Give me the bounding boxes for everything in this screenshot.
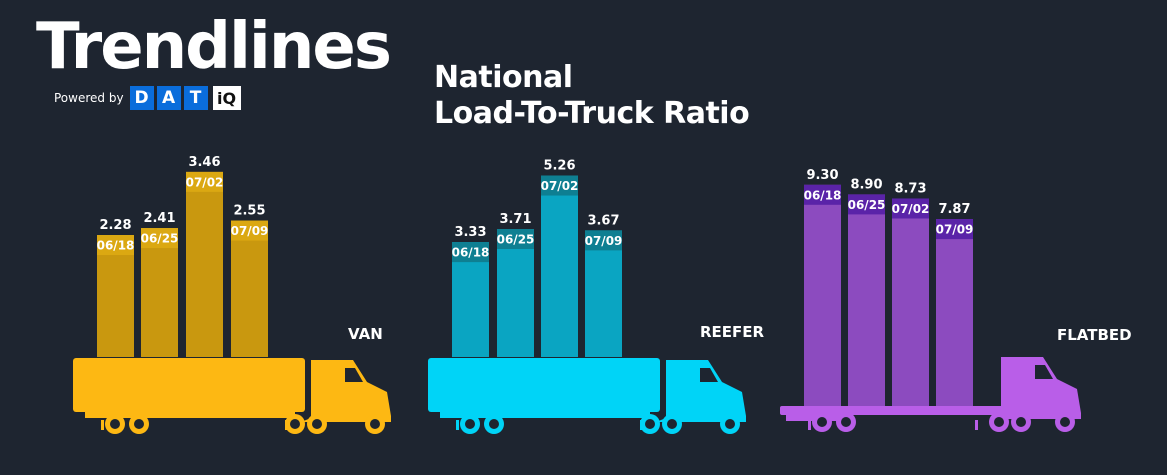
wheel-hub bbox=[370, 419, 380, 429]
bar-date-label: 07/02 bbox=[186, 175, 224, 189]
bar-date-cap bbox=[541, 175, 578, 196]
bar-date-cap bbox=[97, 235, 134, 256]
wheel-hub bbox=[994, 417, 1004, 427]
wheel-hub bbox=[645, 419, 655, 429]
bar bbox=[892, 198, 929, 408]
bar-date-cap bbox=[452, 242, 489, 263]
logo-letter-d: D bbox=[129, 86, 154, 110]
mud-flap bbox=[285, 420, 288, 430]
bar-date-label: 07/02 bbox=[541, 179, 579, 193]
trailer-underframe bbox=[440, 412, 650, 418]
trailer-box bbox=[428, 358, 660, 412]
mud-flap bbox=[456, 420, 459, 430]
bar-value-label: 2.28 bbox=[99, 218, 131, 233]
wheel-hub bbox=[667, 419, 677, 429]
chart-title-line-2: Load-To-Truck Ratio bbox=[434, 96, 750, 131]
bar-date-cap bbox=[585, 230, 622, 251]
wheel-hub bbox=[110, 419, 120, 429]
bar bbox=[585, 230, 622, 357]
bar bbox=[497, 229, 534, 357]
wheel-hub bbox=[817, 417, 827, 427]
cab-window bbox=[1035, 365, 1053, 379]
bar bbox=[936, 219, 973, 408]
truck-cab bbox=[656, 360, 746, 422]
wheel-hub bbox=[312, 419, 322, 429]
bar-value-label: 8.90 bbox=[850, 177, 882, 192]
bar-value-label: 2.41 bbox=[143, 211, 175, 226]
logo-letter-t: T bbox=[183, 86, 208, 110]
bar-date-label: 07/02 bbox=[892, 202, 930, 216]
bar-date-cap bbox=[892, 198, 929, 219]
wheel-hub bbox=[1016, 417, 1026, 427]
bar bbox=[804, 184, 841, 408]
flatbed-label: FLATBED bbox=[1057, 326, 1132, 344]
wheel-hub bbox=[290, 419, 300, 429]
brand-title: Trendlines bbox=[36, 10, 392, 84]
bar-date-cap bbox=[804, 184, 841, 205]
mud-flap bbox=[101, 420, 104, 430]
truck-cab bbox=[301, 360, 391, 422]
bar-date-cap bbox=[497, 229, 534, 250]
bar-date-cap bbox=[848, 194, 885, 215]
truck-cab bbox=[991, 357, 1081, 419]
bar-value-label: 7.87 bbox=[938, 202, 970, 217]
bar-value-label: 3.71 bbox=[499, 212, 531, 227]
bar-date-label: 06/18 bbox=[804, 188, 842, 202]
bar-value-label: 3.33 bbox=[454, 225, 486, 240]
bar-date-label: 07/09 bbox=[585, 234, 623, 248]
trailer-deck bbox=[780, 406, 1020, 415]
van-chart: 06/18 2.28 06/25 2.41 07/02 3.46 07/09 2.55 VAN bbox=[73, 155, 391, 434]
powered-by: Powered by D A T iQ bbox=[54, 86, 241, 110]
wheel-hub bbox=[725, 419, 735, 429]
reefer-label: REEFER bbox=[700, 323, 765, 341]
bar-date-cap bbox=[231, 220, 268, 241]
cab-window bbox=[700, 368, 718, 382]
bar bbox=[848, 194, 885, 408]
bar bbox=[186, 171, 223, 357]
powered-by-label: Powered by bbox=[54, 91, 124, 105]
bar bbox=[97, 235, 134, 357]
bar bbox=[541, 175, 578, 357]
mud-flap bbox=[640, 420, 643, 430]
flatbed-chart: 06/18 9.30 06/25 8.90 07/02 8.73 07/09 7.87 FLAT… bbox=[780, 168, 1132, 432]
bar bbox=[141, 228, 178, 357]
bar-date-label: 06/18 bbox=[452, 246, 490, 260]
bar-date-label: 06/25 bbox=[848, 198, 886, 212]
wheel-hub bbox=[489, 419, 499, 429]
bar-value-label: 2.55 bbox=[233, 204, 265, 219]
wheel-hub bbox=[465, 419, 475, 429]
chart-title-line-1: National bbox=[434, 60, 573, 95]
van-label: VAN bbox=[348, 325, 383, 343]
wheel-hub bbox=[134, 419, 144, 429]
bar-date-cap bbox=[186, 171, 223, 192]
trailer-box bbox=[73, 358, 305, 412]
bar-date-label: 06/25 bbox=[497, 233, 535, 247]
bar-date-cap bbox=[936, 219, 973, 240]
bar-value-label: 3.67 bbox=[587, 213, 619, 228]
logo-letter-a: A bbox=[156, 86, 181, 110]
bar-value-label: 5.26 bbox=[543, 159, 575, 174]
bar-date-label: 06/18 bbox=[97, 239, 135, 253]
bar-date-label: 06/25 bbox=[141, 232, 179, 246]
bar-date-cap bbox=[141, 228, 178, 249]
bar bbox=[231, 220, 268, 357]
chart-title: National Load-To-Truck Ratio bbox=[434, 60, 750, 132]
bar-value-label: 8.73 bbox=[894, 181, 926, 196]
logo-iq: iQ bbox=[212, 86, 241, 110]
bar-value-label: 9.30 bbox=[806, 168, 838, 183]
mud-flap bbox=[975, 420, 978, 430]
bar-date-label: 07/09 bbox=[231, 224, 269, 238]
wheel-hub bbox=[1060, 417, 1070, 427]
reefer-chart: 06/18 3.33 06/25 3.71 07/02 5.26 07/09 3.67 REEF… bbox=[428, 159, 765, 434]
bar-date-label: 07/09 bbox=[936, 223, 974, 237]
dat-iq-logo: D A T iQ bbox=[129, 86, 241, 110]
wheel-hub bbox=[841, 417, 851, 427]
mud-flap bbox=[808, 420, 811, 430]
cab-window bbox=[345, 368, 363, 382]
bar-value-label: 3.46 bbox=[188, 155, 220, 170]
trailer-underframe bbox=[85, 412, 295, 418]
